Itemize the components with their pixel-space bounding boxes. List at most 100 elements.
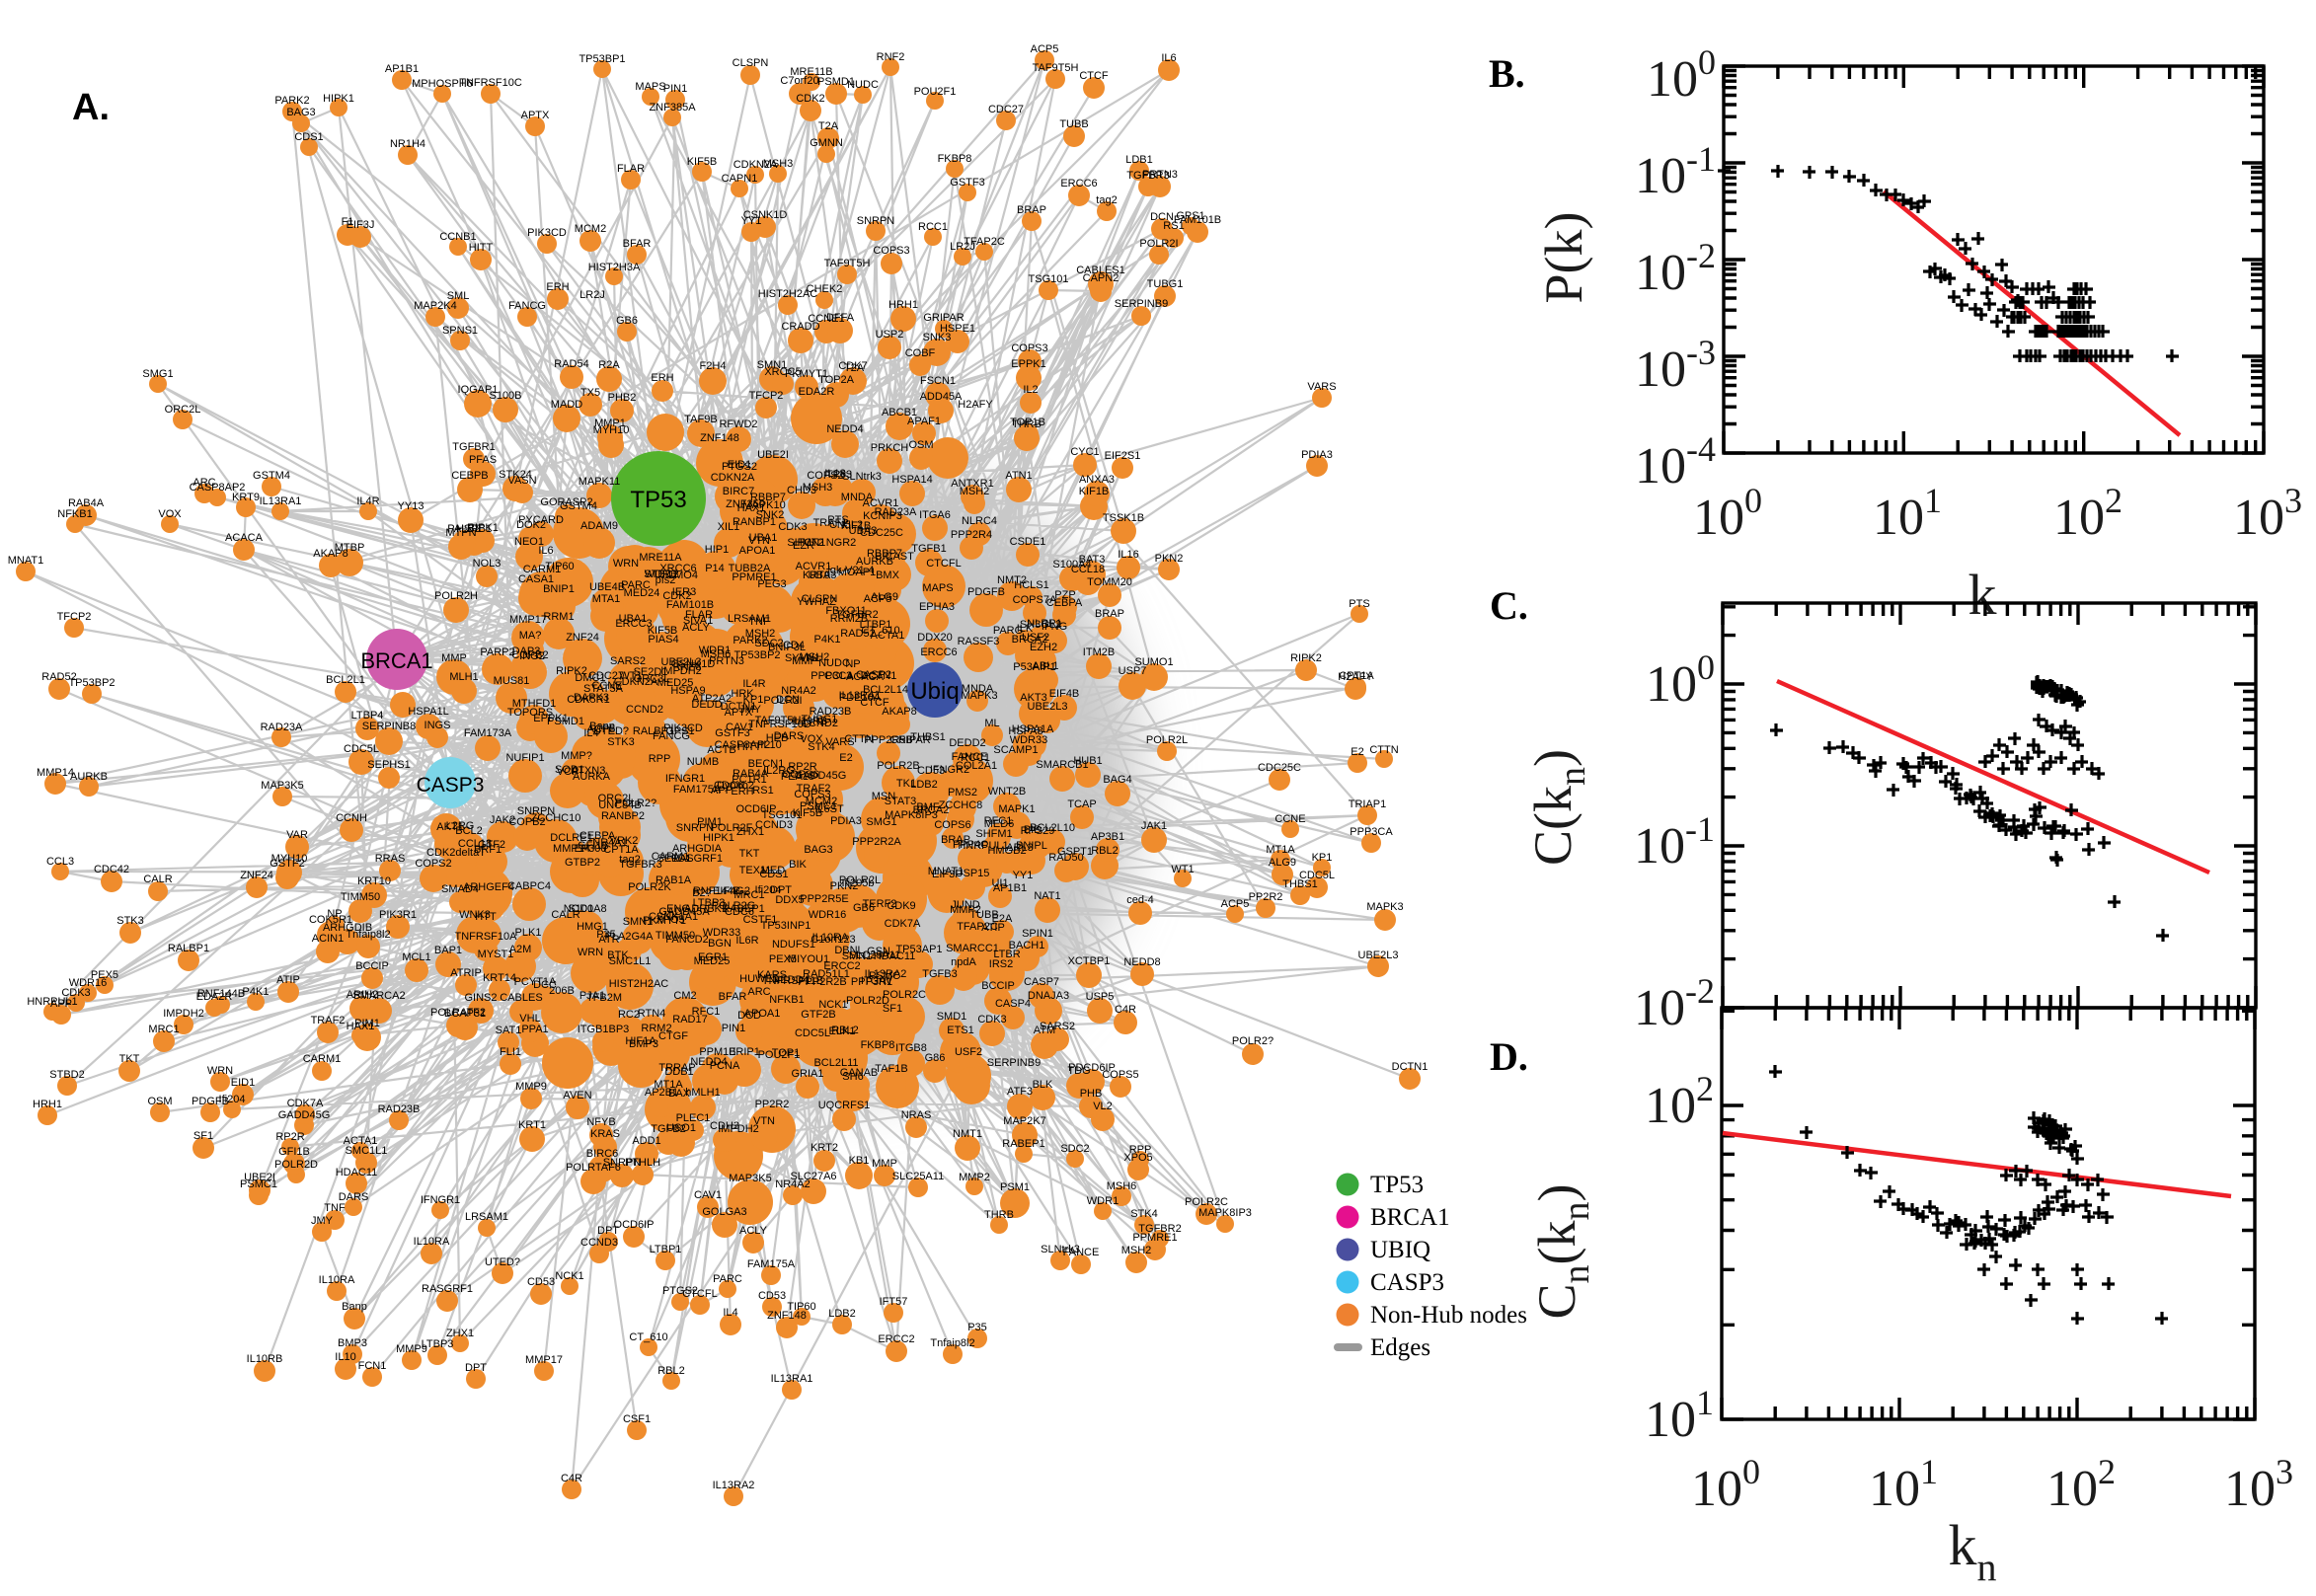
svg-text:IL18: IL18 xyxy=(824,468,845,480)
svg-text:PRTN3: PRTN3 xyxy=(709,655,744,667)
svg-text:SH3GL2: SH3GL2 xyxy=(1020,619,1061,631)
svg-text:H2AFY: H2AFY xyxy=(958,399,993,411)
svg-text:ARHGDIB: ARHGDIB xyxy=(323,922,372,934)
svg-text:100: 100 xyxy=(1691,1452,1760,1517)
svg-text:CALR: CALR xyxy=(143,874,172,885)
svg-text:F2H4: F2H4 xyxy=(700,360,727,372)
svg-text:SYVN1: SYVN1 xyxy=(785,652,820,664)
svg-text:USP15: USP15 xyxy=(956,868,990,879)
svg-text:HSPB1: HSPB1 xyxy=(456,523,492,535)
svg-text:SE1D1: SE1D1 xyxy=(657,853,692,865)
svg-text:ERCC2: ERCC2 xyxy=(823,960,860,972)
svg-text:RFC1: RFC1 xyxy=(984,815,1013,827)
svg-text:CTCF: CTCF xyxy=(1079,70,1109,82)
svg-text:ATRIP: ATRIP xyxy=(450,967,482,979)
svg-text:DNAJA3: DNAJA3 xyxy=(1028,990,1069,1002)
svg-text:MSH3: MSH3 xyxy=(763,158,794,170)
svg-text:IL4: IL4 xyxy=(583,727,598,739)
svg-text:POU2F1: POU2F1 xyxy=(758,1049,801,1061)
svg-text:PSMC1: PSMC1 xyxy=(240,1178,277,1190)
svg-text:ERH: ERH xyxy=(731,786,753,798)
svg-text:PARK2: PARK2 xyxy=(274,95,309,107)
svg-text:RPP: RPP xyxy=(1129,1144,1152,1156)
svg-text:GADD45A: GADD45A xyxy=(658,906,710,918)
svg-text:DCTN1: DCTN1 xyxy=(861,670,897,682)
svg-text:B.: B. xyxy=(1489,51,1525,96)
svg-text:ARHGDIA: ARHGDIA xyxy=(672,843,723,855)
svg-text:NRAS: NRAS xyxy=(901,1109,932,1121)
svg-text:BCL2L11: BCL2L11 xyxy=(813,1057,858,1069)
svg-text:CDK2: CDK2 xyxy=(796,93,824,105)
svg-text:ZCCHC8: ZCCHC8 xyxy=(939,799,983,811)
svg-text:PPMRE1: PPMRE1 xyxy=(1132,1232,1177,1244)
svg-text:MRE11A: MRE11A xyxy=(639,552,682,564)
svg-text:Banp: Banp xyxy=(342,1301,367,1313)
svg-text:EZH2: EZH2 xyxy=(1030,642,1057,653)
svg-text:S100B: S100B xyxy=(489,390,521,402)
svg-text:USO1: USO1 xyxy=(666,1122,696,1134)
svg-text:CDC5L: CDC5L xyxy=(344,743,379,755)
svg-text:CCND3: CCND3 xyxy=(580,1237,618,1249)
svg-text:LTBP4: LTBP4 xyxy=(351,710,384,722)
svg-text:NR4A2: NR4A2 xyxy=(775,1178,810,1190)
svg-text:CDC5L: CDC5L xyxy=(1299,870,1335,881)
svg-text:LR2J: LR2J xyxy=(950,241,975,253)
svg-text:COBF: COBF xyxy=(905,347,936,359)
svg-text:PTGS2: PTGS2 xyxy=(722,461,757,473)
svg-text:RALBP1: RALBP1 xyxy=(633,725,674,737)
svg-text:HRK: HRK xyxy=(731,688,754,700)
svg-text:HRH1: HRH1 xyxy=(888,299,918,311)
svg-text:ITGA6: ITGA6 xyxy=(919,509,951,521)
svg-text:NFYB: NFYB xyxy=(586,1116,615,1128)
svg-text:GSTF3: GSTF3 xyxy=(950,177,984,189)
svg-text:JAK1: JAK1 xyxy=(1141,820,1167,832)
svg-text:RNF2: RNF2 xyxy=(877,51,905,63)
svg-text:EIF4G2: EIF4G2 xyxy=(713,885,750,897)
svg-text:TRRAP: TRRAP xyxy=(658,1062,695,1074)
svg-text:TP53: TP53 xyxy=(630,487,686,513)
svg-text:IL10RA: IL10RA xyxy=(812,932,849,944)
svg-text:BRAP: BRAP xyxy=(1095,608,1124,620)
svg-text:CD53: CD53 xyxy=(917,765,945,777)
svg-text:NGR2: NGR2 xyxy=(826,537,857,549)
svg-text:CSNK1A1: CSNK1A1 xyxy=(649,911,698,923)
svg-text:LRSAM1: LRSAM1 xyxy=(728,613,771,625)
svg-text:VL2: VL2 xyxy=(1093,1101,1113,1112)
svg-text:RNF144B: RNF144B xyxy=(693,885,740,897)
svg-text:PIK3R1: PIK3R1 xyxy=(379,909,417,921)
svg-text:ACVR1: ACVR1 xyxy=(796,561,832,572)
svg-text:PPM1E: PPM1E xyxy=(699,1046,735,1058)
svg-text:CLSPN: CLSPN xyxy=(802,593,838,605)
svg-text:R2A: R2A xyxy=(598,359,620,371)
svg-text:DDX5: DDX5 xyxy=(775,894,804,906)
svg-text:SF1: SF1 xyxy=(193,1130,213,1142)
svg-text:CD53: CD53 xyxy=(758,1290,786,1302)
svg-text:MAPK11: MAPK11 xyxy=(579,476,621,488)
svg-text:COPS5: COPS5 xyxy=(1102,1069,1138,1081)
svg-text:MA?: MA? xyxy=(519,630,542,642)
svg-text:A.: A. xyxy=(72,87,110,128)
svg-text:COPS2: COPS2 xyxy=(415,858,451,870)
svg-text:PIM1: PIM1 xyxy=(354,1018,380,1029)
svg-text:MSH2: MSH2 xyxy=(1121,1245,1152,1256)
svg-text:RAD54: RAD54 xyxy=(554,358,588,370)
svg-text:PEX5: PEX5 xyxy=(91,969,118,981)
svg-text:RAB1A: RAB1A xyxy=(656,874,692,886)
svg-text:RASSF3: RASSF3 xyxy=(958,636,1000,647)
svg-text:MAP3K5: MAP3K5 xyxy=(729,1173,771,1184)
svg-text:CASP7: CASP7 xyxy=(1024,976,1059,988)
svg-text:APAF1: APAF1 xyxy=(907,416,941,427)
svg-text:KIF5B: KIF5B xyxy=(687,156,718,168)
svg-text:ABCB1: ABCB1 xyxy=(882,407,917,418)
svg-text:GOLGA3: GOLGA3 xyxy=(702,1206,746,1218)
svg-text:IL13RA2: IL13RA2 xyxy=(865,968,907,980)
svg-text:ACP5: ACP5 xyxy=(864,593,892,605)
svg-text:LDB2: LDB2 xyxy=(828,1308,856,1320)
svg-text:KIF1B: KIF1B xyxy=(841,520,872,532)
svg-text:GTF2: GTF2 xyxy=(478,839,505,851)
svg-text:RPS29: RPS29 xyxy=(1021,825,1055,837)
svg-text:IL6ST: IL6ST xyxy=(814,803,844,815)
svg-text:KCNIP3: KCNIP3 xyxy=(863,510,902,522)
svg-text:RCC1: RCC1 xyxy=(961,752,990,764)
svg-text:DARS: DARS xyxy=(774,730,805,742)
